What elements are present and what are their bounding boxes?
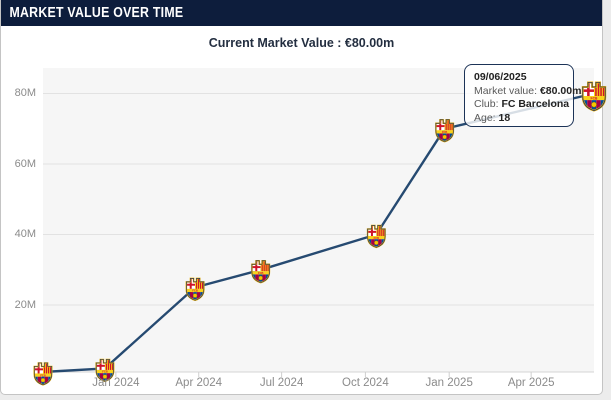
x-axis-label: Apr 2024 <box>175 377 223 389</box>
y-axis-label: 40M <box>14 228 36 240</box>
x-axis-label: Oct 2024 <box>342 377 389 389</box>
tooltip-row-market-value: Market value: €80.00m <box>474 84 581 99</box>
tooltip-age: 18 <box>498 111 511 124</box>
tooltip-market-value: €80.00m <box>539 84 582 97</box>
y-axis-label: 80M <box>14 87 36 99</box>
x-axis-label: Jan 2024 <box>92 377 140 389</box>
tooltip-row-club: Club: FC Barcelona <box>474 98 573 112</box>
tooltip-club-label: Club: <box>474 98 502 110</box>
section-title: MARKET VALUE OVER TIME <box>9 5 184 21</box>
current-market-value-text: Current Market Value : €80.00m <box>208 36 395 50</box>
y-axis-label: 20M <box>14 298 36 311</box>
tooltip-age-label: Age: <box>474 111 499 124</box>
tooltip-row-age: Age: 18 <box>474 112 573 126</box>
x-axis-label: Apr 2025 <box>507 377 555 389</box>
tooltip-club: FC Barcelona <box>501 98 570 110</box>
tooltip-market-value-label: Market value: <box>474 84 540 97</box>
market-value-card: MARKET VALUE OVER TIME Current Market Va… <box>0 0 603 395</box>
x-axis-label: Jan 2025 <box>425 377 473 389</box>
x-axis-label: Jul 2024 <box>259 377 304 389</box>
y-axis-label: 60M <box>14 157 36 170</box>
tooltip: 09/06/2025 Market value: €80.00m Club: F… <box>464 64 581 127</box>
section-header: MARKET VALUE OVER TIME <box>1 0 602 26</box>
tooltip-date: 09/06/2025 <box>474 71 527 83</box>
